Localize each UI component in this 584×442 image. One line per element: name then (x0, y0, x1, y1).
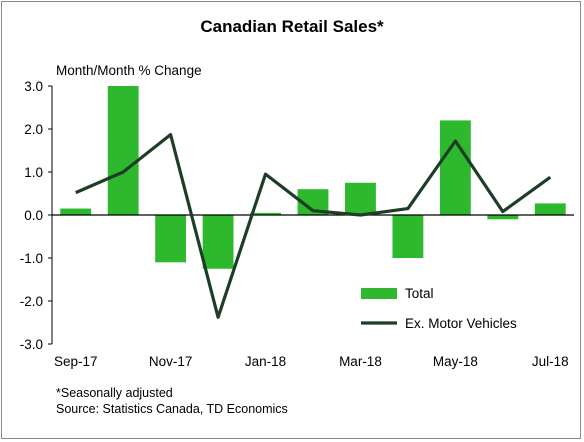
bar-mar-18 (345, 182, 376, 215)
footnote-seasonally-adjusted: *Seasonally adjusted (56, 386, 173, 400)
y-axis-label: Month/Month % Change (56, 63, 202, 78)
bar-jul-18 (534, 203, 566, 215)
y-tick-label: 3.0 (24, 79, 43, 94)
bar-apr-18 (392, 215, 424, 258)
x-axis: Sep-17 Nov-17 Jan-18 Mar-18 May-18 Jul-18 (54, 354, 569, 369)
x-tick-label: Sep-17 (54, 354, 98, 369)
line-series-ex-motor-vehicles (75, 133, 552, 319)
y-tick-label: 2.0 (24, 122, 43, 137)
x-tick-label: Mar-18 (339, 354, 382, 369)
bar-series-total (60, 86, 566, 269)
x-tick-label: Nov-17 (149, 354, 193, 369)
x-tick-label: May-18 (433, 354, 478, 369)
bar-jan-18 (250, 212, 281, 215)
legend-swatch-total (361, 288, 397, 299)
chart-title: Canadian Retail Sales* (200, 17, 384, 36)
bar-dec-17 (202, 215, 234, 269)
footnote-source: Source: Statistics Canada, TD Economics (56, 402, 288, 416)
bar-sep-17 (60, 208, 92, 215)
y-tick-label: -1.0 (20, 251, 43, 266)
y-tick-label: 1.0 (24, 165, 43, 180)
bar-nov-17 (155, 215, 187, 263)
legend: Total Ex. Motor Vehicles (361, 286, 517, 331)
bar-jun-18 (487, 215, 519, 220)
bar-may-18 (439, 120, 471, 215)
x-tick-label: Jul-18 (532, 354, 569, 369)
y-tick-label: -2.0 (20, 294, 43, 309)
y-axis: 3.0 2.0 1.0 0.0 -1.0 -2.0 -3.0 (20, 79, 53, 352)
legend-label-total: Total (405, 286, 434, 301)
x-tick-label: Jan-18 (245, 354, 286, 369)
bar-oct-17 (107, 86, 139, 215)
legend-label-ex-motor-vehicles: Ex. Motor Vehicles (405, 316, 517, 331)
y-tick-label: 0.0 (24, 208, 43, 223)
y-tick-label: -3.0 (20, 337, 43, 352)
